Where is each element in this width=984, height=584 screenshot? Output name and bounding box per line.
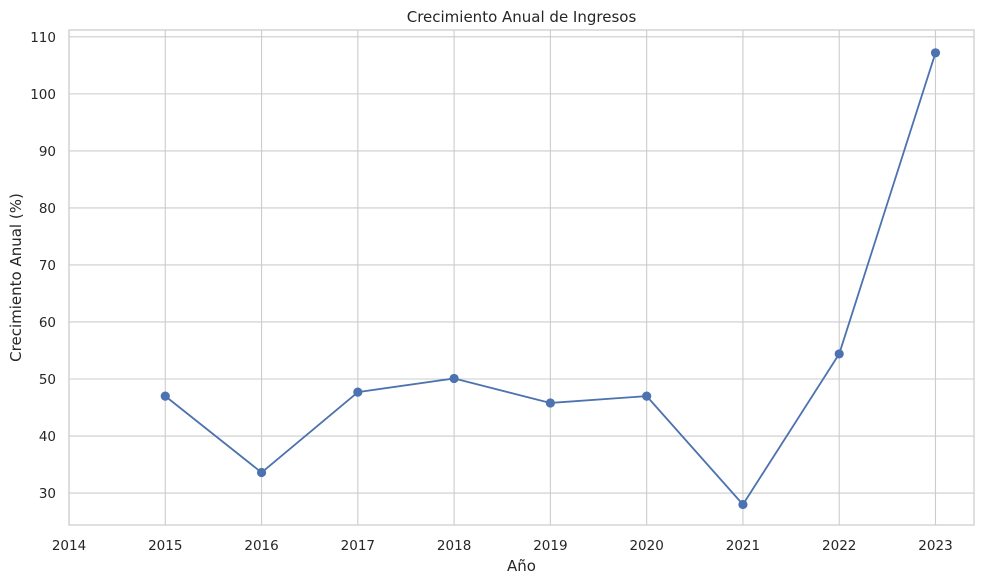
y-tick-label: 70 [39, 258, 56, 274]
x-tick-label: 2014 [52, 538, 86, 554]
y-axis-title: Crecimiento Anual (%) [7, 193, 25, 362]
x-tick-label: 2023 [918, 538, 952, 554]
chart-title: Crecimiento Anual de Ingresos [407, 8, 637, 26]
y-tick-label: 90 [39, 144, 56, 160]
x-tick-label: 2018 [437, 538, 471, 554]
series-layer [160, 48, 941, 510]
x-tick-label: 2016 [244, 538, 278, 554]
x-tick-label: 2021 [726, 538, 760, 554]
plot-area [68, 29, 975, 526]
data-point [353, 387, 363, 397]
x-tick-label: 2020 [629, 538, 663, 554]
x-tick-labels: 2014 2015 2016 2017 2018 2019 2020 2021 2022 2023 [52, 538, 953, 554]
data-point [834, 349, 844, 359]
y-tick-label: 110 [30, 30, 56, 46]
data-point [449, 373, 459, 384]
y-tick-labels: 30 40 50 60 70 80 90 100 110 [30, 30, 56, 502]
y-tick-label: 60 [39, 315, 56, 331]
y-tick-label: 50 [39, 372, 56, 388]
x-tick-label: 2017 [341, 538, 375, 554]
y-tick-label: 80 [39, 201, 56, 217]
data-point [160, 391, 170, 401]
y-tick-label: 100 [30, 87, 56, 103]
y-tick-label: 30 [39, 486, 56, 502]
y-tick-label: 40 [39, 429, 56, 445]
data-point [738, 499, 748, 510]
data-point [642, 391, 652, 401]
data-point [545, 398, 555, 408]
data-point [256, 467, 267, 478]
x-axis-title: Año [507, 557, 536, 575]
x-tick-label: 2019 [533, 538, 567, 554]
x-tick-label: 2015 [148, 538, 182, 554]
x-tick-label: 2022 [822, 538, 856, 554]
data-point [930, 48, 941, 58]
